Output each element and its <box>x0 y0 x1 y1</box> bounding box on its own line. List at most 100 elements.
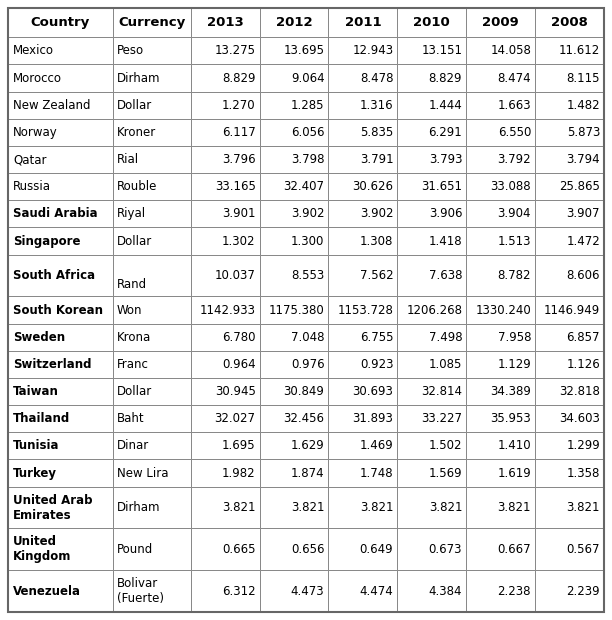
Bar <box>113 8 191 37</box>
Bar <box>535 64 604 92</box>
Text: 8.553: 8.553 <box>291 269 324 282</box>
Text: 1.410: 1.410 <box>498 440 531 453</box>
Text: 33.227: 33.227 <box>421 412 462 425</box>
Bar <box>113 173 191 200</box>
Text: 3.821: 3.821 <box>222 501 256 514</box>
Text: 1.126: 1.126 <box>566 358 600 371</box>
Text: 3.794: 3.794 <box>566 153 600 166</box>
Text: Rial: Rial <box>117 153 139 166</box>
Bar <box>8 570 113 612</box>
Bar <box>329 200 397 228</box>
Text: 35.953: 35.953 <box>490 412 531 425</box>
Text: Thailand: Thailand <box>13 412 70 425</box>
Bar <box>259 37 329 64</box>
Bar <box>535 405 604 432</box>
Bar <box>466 570 535 612</box>
Bar <box>259 459 329 487</box>
Bar <box>397 324 466 351</box>
Bar <box>466 64 535 92</box>
Text: 0.964: 0.964 <box>222 358 256 371</box>
Text: 3.793: 3.793 <box>429 153 462 166</box>
Text: 1.982: 1.982 <box>222 466 256 479</box>
Text: 3.792: 3.792 <box>498 153 531 166</box>
Text: 8.829: 8.829 <box>429 71 462 84</box>
Text: 34.603: 34.603 <box>559 412 600 425</box>
Bar <box>113 37 191 64</box>
Text: New Lira: New Lira <box>117 466 168 479</box>
Text: 1.300: 1.300 <box>291 234 324 247</box>
Text: 3.798: 3.798 <box>291 153 324 166</box>
Text: 0.656: 0.656 <box>291 542 324 556</box>
Bar <box>329 228 397 255</box>
Bar <box>8 459 113 487</box>
Text: 0.673: 0.673 <box>429 542 462 556</box>
Bar <box>329 173 397 200</box>
Bar <box>8 146 113 173</box>
Text: 6.117: 6.117 <box>222 126 256 139</box>
Bar <box>397 378 466 405</box>
Bar <box>113 92 191 119</box>
Text: 3.821: 3.821 <box>498 501 531 514</box>
Bar <box>466 324 535 351</box>
Text: 4.474: 4.474 <box>360 585 394 598</box>
Bar <box>113 64 191 92</box>
Bar <box>259 200 329 228</box>
Bar <box>329 459 397 487</box>
Bar <box>191 8 259 37</box>
Bar <box>113 432 191 459</box>
Text: 1.695: 1.695 <box>222 440 256 453</box>
Bar <box>8 324 113 351</box>
Text: 3.821: 3.821 <box>567 501 600 514</box>
Bar <box>329 146 397 173</box>
Text: Saudi Arabia: Saudi Arabia <box>13 207 98 220</box>
Text: Country: Country <box>31 16 90 29</box>
Bar <box>191 528 259 570</box>
Bar <box>466 228 535 255</box>
Text: 11.612: 11.612 <box>559 45 600 57</box>
Bar <box>259 570 329 612</box>
Bar <box>8 64 113 92</box>
Bar <box>466 459 535 487</box>
Text: Rouble: Rouble <box>117 180 157 193</box>
Text: 30.849: 30.849 <box>283 385 324 398</box>
Bar <box>397 37 466 64</box>
Bar <box>259 378 329 405</box>
Text: 3.902: 3.902 <box>360 207 394 220</box>
Bar <box>259 92 329 119</box>
Bar <box>259 528 329 570</box>
Bar <box>329 296 397 324</box>
Bar <box>466 351 535 378</box>
Text: Tunisia: Tunisia <box>13 440 59 453</box>
Bar <box>466 296 535 324</box>
Text: 1.299: 1.299 <box>566 440 600 453</box>
Bar <box>8 378 113 405</box>
Text: 1.502: 1.502 <box>429 440 462 453</box>
Text: 2011: 2011 <box>345 16 381 29</box>
Text: 9.064: 9.064 <box>291 71 324 84</box>
Bar <box>113 570 191 612</box>
Bar <box>329 255 397 296</box>
Text: Dollar: Dollar <box>117 385 152 398</box>
Bar <box>329 324 397 351</box>
Text: 1.358: 1.358 <box>567 466 600 479</box>
Bar <box>397 487 466 528</box>
Bar <box>329 92 397 119</box>
Bar <box>8 8 113 37</box>
Bar <box>191 487 259 528</box>
Bar <box>466 255 535 296</box>
Bar <box>397 405 466 432</box>
Bar <box>535 255 604 296</box>
Text: 0.665: 0.665 <box>222 542 256 556</box>
Text: 8.782: 8.782 <box>498 269 531 282</box>
Bar <box>191 324 259 351</box>
Bar <box>8 119 113 146</box>
Bar <box>8 405 113 432</box>
Text: 32.027: 32.027 <box>215 412 256 425</box>
Bar <box>191 119 259 146</box>
Bar <box>113 351 191 378</box>
Text: 1.285: 1.285 <box>291 99 324 112</box>
Text: 8.829: 8.829 <box>222 71 256 84</box>
Text: 3.901: 3.901 <box>222 207 256 220</box>
Text: 1.619: 1.619 <box>498 466 531 479</box>
Text: Kroner: Kroner <box>117 126 156 139</box>
